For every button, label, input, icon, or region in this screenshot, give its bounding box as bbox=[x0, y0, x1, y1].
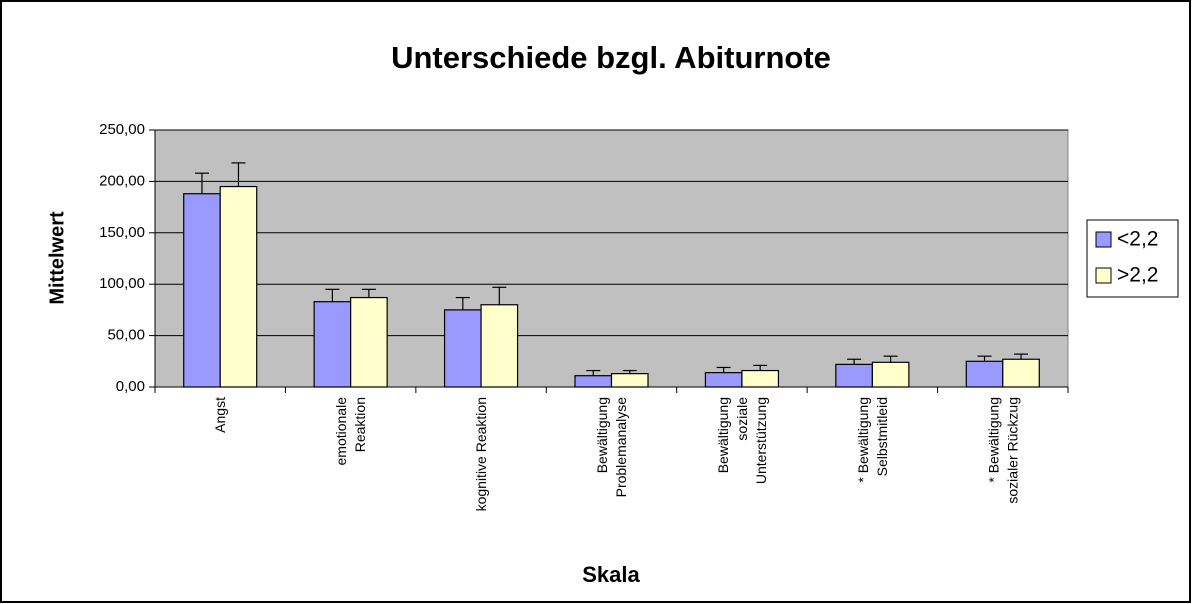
bar bbox=[835, 363, 873, 388]
y-tick-label: 200,00 bbox=[99, 172, 145, 189]
legend-label: <2,2 bbox=[1117, 228, 1158, 251]
bar bbox=[1002, 358, 1040, 388]
y-tick-label: 250,00 bbox=[99, 121, 145, 138]
legend-label: >2,2 bbox=[1117, 264, 1158, 287]
bar bbox=[741, 369, 780, 388]
y-tick-label: 50,00 bbox=[107, 327, 145, 344]
x-tick-label: emotionale Reaktion bbox=[333, 397, 368, 466]
bar bbox=[443, 309, 482, 388]
x-tick-label: * Bewältigung Selbstmitleid bbox=[855, 397, 890, 483]
x-tick-label: Angst bbox=[212, 397, 228, 433]
chart-title: Unterschiede bzgl. Abiturnote bbox=[391, 40, 831, 75]
bar bbox=[965, 360, 1004, 388]
x-tick-label: kognitive Reaktion bbox=[473, 397, 489, 511]
bar bbox=[480, 304, 519, 388]
legend-swatch bbox=[1095, 267, 1112, 284]
y-tick-label: 100,00 bbox=[99, 275, 145, 292]
y-tick-label: 0,00 bbox=[116, 378, 145, 395]
bar bbox=[610, 373, 649, 388]
bar bbox=[183, 193, 221, 388]
plot-area bbox=[154, 129, 1069, 388]
bar bbox=[871, 361, 910, 388]
bar bbox=[219, 185, 258, 388]
legend-swatch bbox=[1095, 231, 1112, 248]
y-axis-label: Mittelwert bbox=[46, 211, 68, 305]
x-tick-label: Bewältigung Problemanalyse bbox=[594, 397, 629, 498]
x-tick-label: Bewältigung soziale Unterstützung bbox=[715, 397, 769, 484]
bar bbox=[350, 296, 388, 388]
y-tick-label: 150,00 bbox=[99, 224, 145, 241]
x-tick-label: * Bewältigung sozialer Rückzug bbox=[985, 397, 1020, 504]
bar bbox=[574, 375, 613, 388]
x-axis-label: Skala bbox=[582, 562, 640, 587]
bar bbox=[704, 372, 743, 388]
bar bbox=[313, 301, 352, 388]
